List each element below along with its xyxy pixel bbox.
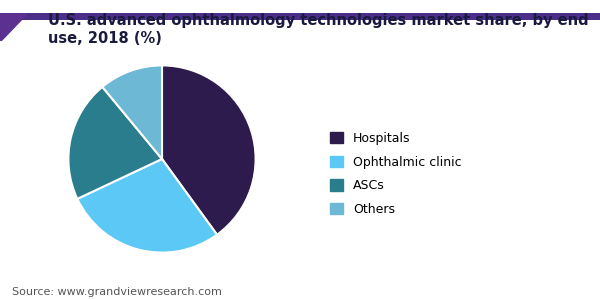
- Legend: Hospitals, Ophthalmic clinic, ASCs, Others: Hospitals, Ophthalmic clinic, ASCs, Othe…: [330, 132, 461, 216]
- Wedge shape: [103, 65, 162, 159]
- Wedge shape: [77, 159, 217, 253]
- Wedge shape: [68, 87, 162, 199]
- Text: U.S. advanced ophthalmology technologies market share, by end use, 2018 (%): U.S. advanced ophthalmology technologies…: [48, 14, 589, 46]
- Polygon shape: [0, 13, 27, 41]
- Text: Source: www.grandviewresearch.com: Source: www.grandviewresearch.com: [12, 287, 222, 297]
- Wedge shape: [162, 65, 256, 235]
